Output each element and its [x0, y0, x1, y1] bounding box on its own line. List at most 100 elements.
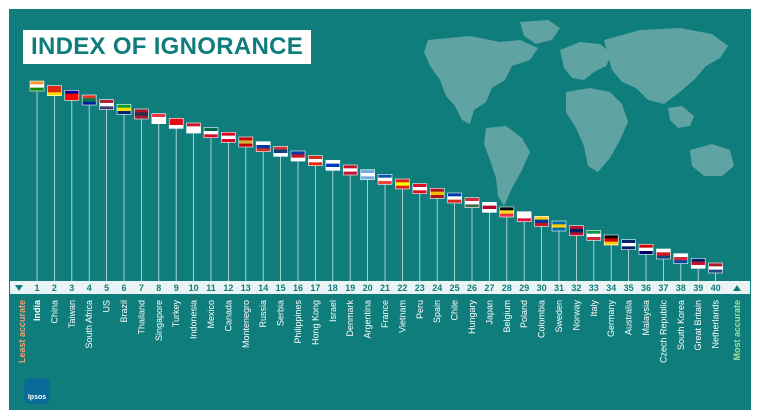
country-label-norway: Norway: [571, 300, 581, 331]
rank-label: 14: [258, 283, 268, 293]
most-accurate-label: Most accurate: [732, 300, 742, 361]
chart-title: INDEX OF IGNORANCE: [31, 33, 304, 60]
country-label-czech-republic: Czech Republic: [658, 300, 668, 364]
country-label-chile: Chile: [450, 300, 460, 321]
flag-turkey-icon: [168, 118, 184, 129]
flag-hungary-icon: [464, 197, 480, 208]
country-label-vietnam: Vietnam: [397, 300, 407, 333]
rank-label: 2: [52, 283, 57, 293]
country-label-canada: Canada: [223, 300, 233, 332]
rank-label: 25: [450, 283, 460, 293]
rank-label: 21: [380, 283, 390, 293]
country-label-philippines: Philippines: [293, 300, 303, 344]
flag-thailand-icon: [134, 108, 149, 120]
title-box: INDEX OF IGNORANCE: [23, 30, 312, 64]
country-label-russia: Russia: [258, 300, 268, 328]
flag-indonesia-icon: [186, 122, 201, 134]
flag-great-britain-icon: [690, 258, 706, 269]
country-label-japan: Japan: [484, 300, 494, 325]
flag-south-korea-icon: [673, 253, 689, 264]
country-label-germany: Germany: [606, 300, 616, 338]
least-accurate-arrow-icon: [15, 285, 23, 291]
flag-peru-icon: [412, 183, 428, 194]
most-accurate-arrow-icon: [733, 285, 741, 291]
rank-label: 16: [293, 283, 303, 293]
least-accurate-label: Least accurate: [17, 300, 27, 363]
rank-label: 38: [676, 283, 686, 293]
flag-south-africa-icon: [81, 94, 97, 106]
rank-label: 30: [537, 283, 547, 293]
rank-label: 28: [502, 283, 512, 293]
country-label-hong-kong: Hong Kong: [310, 300, 320, 345]
country-label-turkey: Turkey: [171, 300, 181, 328]
rank-label: 29: [519, 283, 529, 293]
country-label-great-britain: Great Britain: [693, 300, 703, 351]
country-label-netherlands: Netherlands: [711, 300, 721, 349]
flag-israel-icon: [325, 160, 341, 171]
flag-netherlands-icon: [708, 262, 723, 274]
flags: [29, 80, 723, 274]
country-label-denmark: Denmark: [345, 300, 355, 337]
country-label-israel: Israel: [328, 300, 338, 322]
flag-singapore-icon: [151, 113, 167, 124]
country-label-serbia: Serbia: [276, 300, 286, 326]
country-label-us: US: [102, 300, 112, 313]
rank-label: 20: [363, 283, 373, 293]
rank-label: 27: [484, 283, 494, 293]
country-label-colombia: Colombia: [537, 300, 547, 338]
rank-band: [10, 281, 750, 294]
country-labels: India China Taiwan South Africa US Brazil Thai…: [32, 299, 721, 363]
country-label-china: China: [49, 300, 59, 324]
stems: [36, 86, 716, 281]
ipsos-logo: Ipsos: [24, 378, 50, 404]
country-label-peru: Peru: [415, 300, 425, 319]
flag-japan-icon: [482, 202, 497, 213]
rank-label: 19: [345, 283, 355, 293]
flag-mexico-icon: [203, 127, 219, 138]
country-label-italy: Italy: [589, 300, 599, 317]
rank-label: 12: [223, 283, 233, 293]
flag-vietnam-icon: [395, 178, 410, 190]
flag-canada-icon: [221, 132, 236, 143]
country-label-malaysia: Malaysia: [641, 300, 651, 336]
map-southeast-asia: [668, 106, 694, 128]
map-asia: [604, 28, 728, 104]
map-australia: [690, 144, 734, 176]
rank-label: 1: [34, 283, 39, 293]
country-label-indonesia: Indonesia: [189, 300, 199, 339]
country-label-taiwan: Taiwan: [67, 300, 77, 328]
flag-australia-icon: [621, 239, 636, 250]
flag-russia-icon: [255, 141, 271, 152]
flag-poland-icon: [516, 211, 532, 222]
rank-label: 9: [174, 283, 179, 293]
rank-label: 39: [693, 283, 703, 293]
flag-serbia-icon: [273, 146, 288, 157]
rank-label: 31: [554, 283, 564, 293]
flag-germany-icon: [603, 234, 619, 246]
country-label-poland: Poland: [519, 300, 529, 328]
country-label-hungary: Hungary: [467, 300, 477, 335]
rank-label: 26: [467, 283, 477, 293]
country-label-brazil: Brazil: [119, 300, 129, 323]
country-label-france: France: [380, 300, 390, 328]
rank-label: 32: [571, 283, 581, 293]
rank-label: 37: [658, 283, 668, 293]
flag-argentina-icon: [360, 169, 375, 180]
country-label-singapore: Singapore: [154, 300, 164, 341]
flag-hong-kong-icon: [308, 155, 323, 166]
flag-denmark-icon: [342, 164, 358, 176]
flag-colombia-icon: [534, 216, 549, 227]
rank-label: 7: [139, 283, 144, 293]
rank-label: 22: [397, 283, 407, 293]
rank-label: 36: [641, 283, 651, 293]
flag-spain-icon: [429, 188, 445, 199]
flag-czech-republic-icon: [656, 248, 671, 260]
map-south-america: [484, 126, 530, 206]
flag-brazil-icon: [116, 104, 132, 115]
map-africa: [566, 88, 628, 172]
rank-label: 3: [69, 283, 74, 293]
country-label-spain: Spain: [432, 300, 442, 323]
flag-malaysia-icon: [638, 244, 654, 255]
rank-label: 18: [328, 283, 338, 293]
country-label-australia: Australia: [624, 300, 634, 335]
